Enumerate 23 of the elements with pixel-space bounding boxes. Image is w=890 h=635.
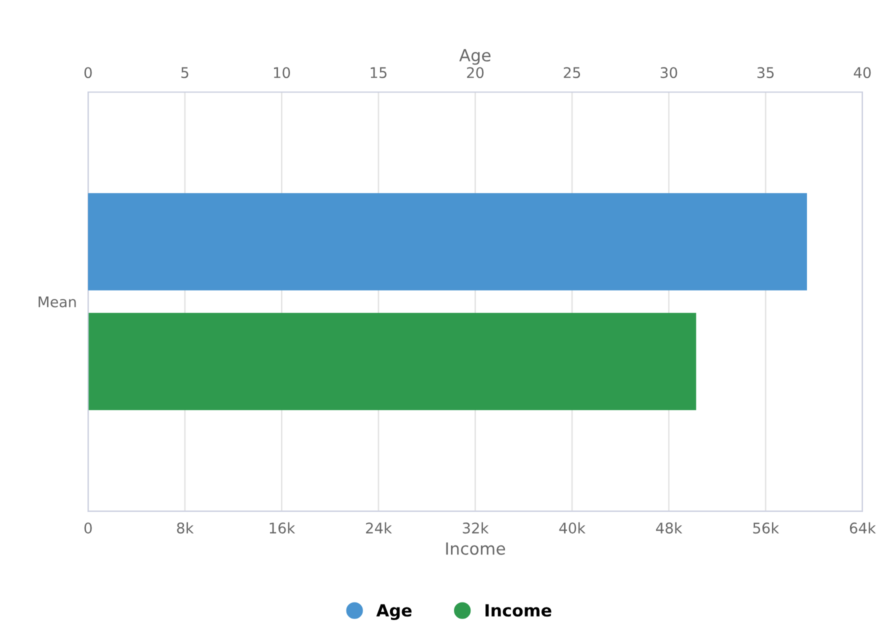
- x2-tick-label: 0: [84, 67, 92, 78]
- x-tick-label: 8k: [177, 522, 194, 534]
- x2-tick-label: 10: [274, 67, 290, 78]
- x2-tick-label: 30: [660, 67, 678, 78]
- x-tick-label: 56k: [753, 522, 780, 534]
- x-tick-label: 24k: [366, 522, 392, 534]
- x-tick-label: 48k: [656, 522, 682, 534]
- x2-tick-label: 5: [181, 67, 188, 78]
- x-tick-label: 32k: [462, 522, 489, 534]
- x2-tick-label: 40: [854, 67, 871, 78]
- x-tick-label: 0: [84, 522, 92, 534]
- legend-label: Age: [376, 604, 412, 620]
- x2-axis-title: Age: [459, 49, 490, 65]
- y-tick-label: Mean: [38, 296, 76, 308]
- x-axis-title: Income: [446, 542, 506, 555]
- x2-tick-label: 35: [757, 67, 774, 78]
- x-tick-label: 16k: [270, 522, 296, 534]
- x-tick-label: 64k: [850, 522, 876, 534]
- x2-tick-label: 15: [370, 67, 386, 78]
- x2-tick-label: 20: [467, 67, 484, 78]
- x-tick-label: 40k: [559, 522, 586, 534]
- x2-tick-label: 25: [564, 67, 580, 78]
- legend-label: Income: [486, 604, 552, 617]
